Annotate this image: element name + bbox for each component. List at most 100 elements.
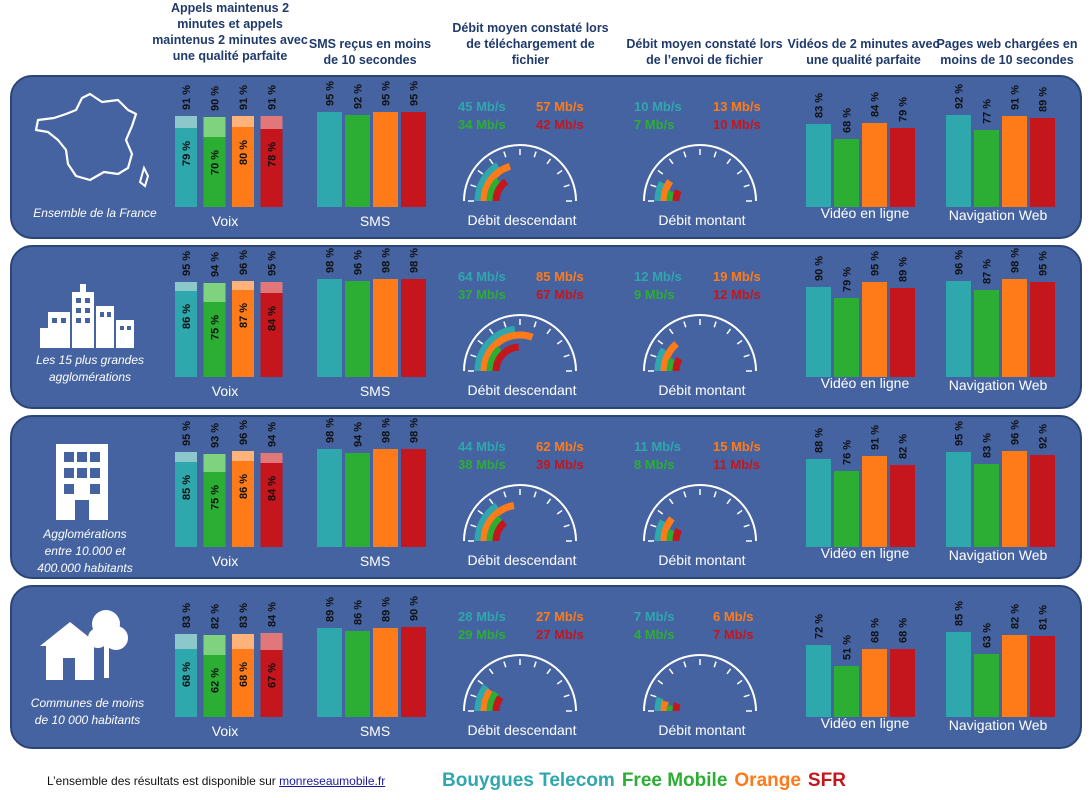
row-medium-agglomerations-ul-gauge-arc-sfr [672,527,683,542]
row-france-dl-gauge-tick [503,151,507,158]
row-medium-agglomerations-ul-value-free: 8 Mb/s [634,457,674,472]
row-small-communes-voix-qualite-bar-orange [232,649,254,717]
row-small-communes-voix-qualite-bar-bouygues [175,649,197,717]
row-france-ul-gauge-tick [743,184,750,188]
row-france-dl-title: Débit descendant [468,212,577,228]
row-small-communes-dl-gauge-tick [488,668,494,675]
row-medium-agglomerations-voix-qualite-label-sfr: 84 % [267,476,279,501]
row-medium-agglomerations-dl-value-orange: 62 Mb/s [536,439,584,454]
row-15-agglomerations-voix-qualite-bar-orange [232,290,254,377]
row-medium-agglomerations-web-bar-free [974,464,999,547]
row-france-sms-label-orange: 95 % [381,81,393,106]
city-skyline-icon [40,284,134,348]
row-france-ul-gauge-tick [657,169,664,175]
row-small-communes-web-label-bouygues: 85 % [954,601,966,626]
row-small-communes-sms-label-orange: 89 % [381,597,393,622]
row-medium-agglomerations-ul-gauge-tick [683,491,687,498]
row-france-ul-gauge-tick [683,151,687,158]
row-medium-agglomerations-ul-gauge-tick [650,524,657,528]
row-small-communes-web-bar-bouygues [946,632,971,717]
row-label-15-agglomerations: Les 15 plus grandes agglomérations [35,353,145,384]
apartment-building-icon [56,444,108,520]
row-label-small-communes: Communes de moins de 10 000 habitants [30,696,145,727]
row-france-ul-gauge-tick [713,151,717,158]
row-france-voix-qualite-label-orange: 80 % [238,140,250,165]
row-small-communes-dl-gauge-tick [477,679,484,685]
row-15-agglomerations-ul-gauge-tick [743,354,750,358]
row-15-agglomerations-voix-title: Voix [212,383,238,399]
row-medium-agglomerations-dl-gauge-dial [463,484,577,542]
row-small-communes-sms-label-bouygues: 89 % [325,597,337,622]
row-france-web-label-bouygues: 92 % [954,84,966,109]
row-small-communes-voix-qualite-bar-free [203,655,226,717]
row-15-agglomerations-sms-label-bouygues: 98 % [325,248,337,273]
row-small-communes-video-bar-free [834,666,859,717]
row-france-web-label-orange: 91 % [1010,85,1022,110]
row-small-communes-web-bar-sfr [1030,636,1055,717]
row-france-voix-maintenus-label-free: 90 % [210,86,222,111]
row-medium-agglomerations-dl-gauge-arc-free [486,515,503,542]
house-with-tree-icon [40,610,128,680]
row-15-agglomerations-voix-qualite-bar-free [203,302,226,377]
row-15-agglomerations-sms-bar-free [345,281,370,377]
row-small-communes-web-label-orange: 82 % [1010,604,1022,629]
row-15-agglomerations-sms-bar-sfr [401,279,426,377]
row-small-communes-voix-title: Voix [212,723,238,739]
row-15-agglomerations-web-bar-orange [1002,279,1027,377]
row-15-agglomerations-video-bar-orange [862,282,887,377]
row-small-communes-voix-maintenus-label-bouygues: 83 % [181,603,193,628]
row-15-agglomerations-ul-gauge-arc-bouygues [654,347,668,372]
row-small-communes-dl-value-sfr: 27 Mb/s [536,627,584,642]
row-15-agglomerations-video-bar-bouygues [806,287,831,377]
footer-link[interactable]: monreseaumobile.fr [279,774,386,788]
row-france-web-bar-bouygues [946,115,971,207]
row-medium-agglomerations-dl-gauge-tick [546,498,552,505]
row-15-agglomerations-ul-gauge-tick [650,354,657,358]
row-small-communes-ul-gauge-tick [683,661,687,668]
row-medium-agglomerations-dl-gauge-tick [556,509,563,515]
row-small-communes-ul-value-free: 4 Mb/s [634,627,674,642]
row-medium-agglomerations-dl-gauge-tick [533,491,537,498]
row-medium-agglomerations-voix-qualite-bar-free [203,472,226,547]
row-15-agglomerations-dl-gauge-tick [546,328,552,335]
row-small-communes-ul-gauge-tick [743,694,750,698]
row-small-communes-sms-title: SMS [360,723,390,739]
row-medium-agglomerations-voix-maintenus-label-sfr: 94 % [267,422,279,447]
row-medium-agglomerations-dl-gauge-tick [477,509,484,515]
row-france-dl-gauge-tick [546,158,552,165]
row-15-agglomerations-dl-gauge-tick [533,321,537,328]
row-15-agglomerations-voix-qualite-bar-sfr [260,293,283,377]
row-small-communes-sms-label-free: 86 % [353,600,365,625]
operator-legend: Bouygues Telecom Free Mobile Orange SFR [442,770,853,792]
row-medium-agglomerations-web-label-sfr: 92 % [1038,424,1050,449]
row-15-agglomerations-sms-bar-bouygues [317,279,342,377]
row-france-dl-gauge-arc-sfr [492,178,509,202]
row-france-ul-gauge-tick [650,184,657,188]
row-15-agglomerations-web-bar-sfr [1030,282,1055,377]
row-france-ul-value-sfr: 10 Mb/s [713,117,761,132]
row-small-communes-dl-value-bouygues: 28 Mb/s [458,609,506,624]
row-medium-agglomerations-ul-title: Débit montant [658,552,745,568]
row-small-communes-sms-label-sfr: 90 % [409,596,421,621]
row-medium-agglomerations-voix-maintenus-label-orange: 96 % [238,420,250,445]
row-france-dl-gauge-tick [556,169,563,175]
row-15-agglomerations-sms-label-orange: 98 % [381,248,393,273]
row-france-voix-maintenus-label-sfr: 91 % [267,85,279,110]
row-15-agglomerations-voix-qualite-label-orange: 87 % [238,303,250,328]
row-france-video-bar-orange [862,123,887,207]
row-france-dl-gauge-tick [563,184,570,188]
row-small-communes-dl-value-free: 29 Mb/s [458,627,506,642]
row-small-communes-dl-gauge-tick [470,694,477,698]
row-france-dl-gauge-tick [488,158,494,165]
row-france-voix-qualite-bar-free [203,137,226,207]
row-medium-agglomerations-voix-maintenus-label-free: 93 % [210,423,222,448]
row-15-agglomerations-dl-gauge-tick [477,339,484,345]
row-15-agglomerations-ul-gauge-arc-free [666,357,676,372]
row-france-sms-label-free: 92 % [353,84,365,109]
footer: L’ensemble des résultats est disponible … [47,774,385,788]
legend-orange: Orange [734,770,801,791]
row-medium-agglomerations-voix-maintenus-label-bouygues: 95 % [181,421,193,446]
row-small-communes-video-label-sfr: 68 % [898,618,910,643]
row-15-agglomerations-ul-value-free: 9 Mb/s [634,287,674,302]
row-small-communes-video-bar-bouygues [806,645,831,717]
